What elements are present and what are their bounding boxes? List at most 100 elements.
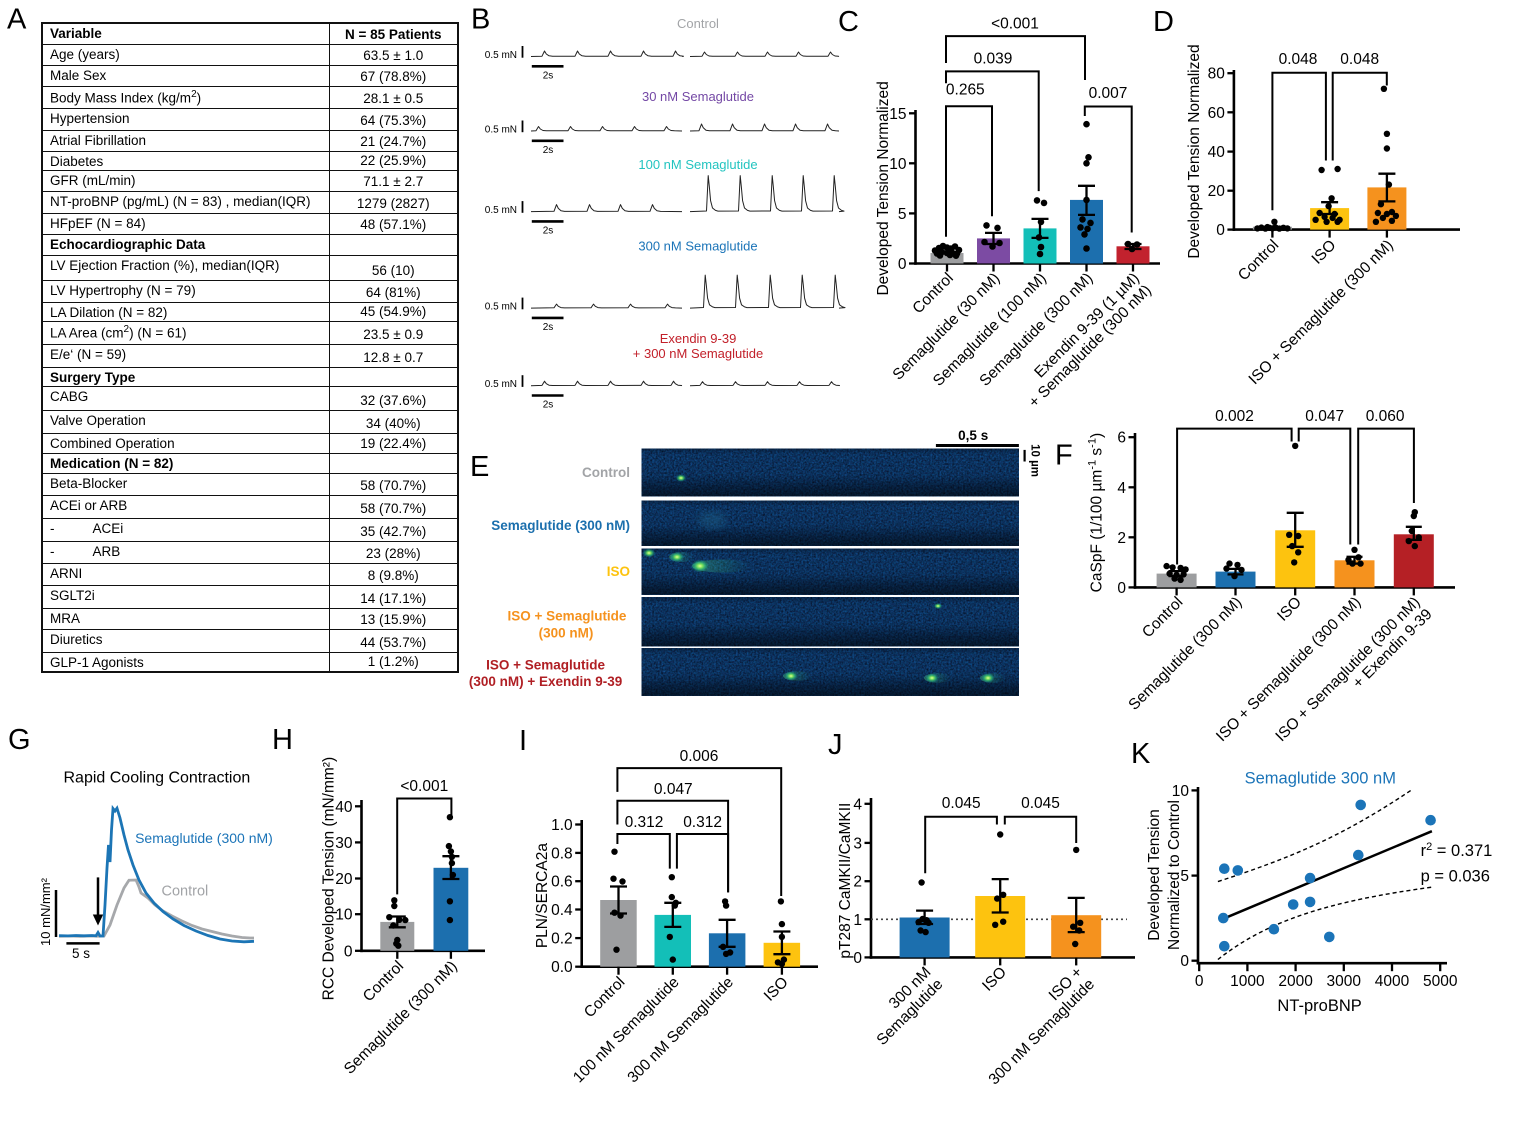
svg-text:5 s: 5 s <box>72 946 90 961</box>
svg-text:0.5 mN: 0.5 mN <box>485 302 517 313</box>
svg-text:<0.001: <0.001 <box>400 778 448 795</box>
svg-text:0.4: 0.4 <box>551 902 573 919</box>
svg-text:A: A <box>7 4 27 36</box>
svg-text:3000: 3000 <box>1327 973 1362 990</box>
svg-text:40: 40 <box>1208 144 1226 161</box>
svg-text:60: 60 <box>1208 105 1226 122</box>
svg-text:10 mN/mm²: 10 mN/mm² <box>38 877 53 946</box>
svg-text:2s: 2s <box>543 71 554 82</box>
svg-text:0: 0 <box>898 256 907 273</box>
svg-text:RCC Developed Tension (mN/mm²): RCC Developed Tension (mN/mm²) <box>321 757 338 1000</box>
svg-text:2: 2 <box>1117 530 1126 547</box>
svg-text:ISO: ISO <box>607 564 630 579</box>
svg-text:Control: Control <box>677 16 719 31</box>
svg-text:0: 0 <box>1117 580 1126 597</box>
svg-text:0.312: 0.312 <box>625 814 664 831</box>
svg-text:2s: 2s <box>543 145 554 156</box>
svg-text:6: 6 <box>1117 430 1126 447</box>
svg-text:40: 40 <box>335 799 353 816</box>
svg-text:0.006: 0.006 <box>680 748 719 765</box>
svg-text:0.039: 0.039 <box>974 51 1013 68</box>
svg-text:15: 15 <box>889 106 906 123</box>
svg-text:300 nM Semaglutide: 300 nM Semaglutide <box>624 974 737 1087</box>
svg-text:Exendin 9-39: Exendin 9-39 <box>660 331 737 346</box>
svg-text:CaSpF (1/100 µm-1 s-1): CaSpF (1/100 µm-1 s-1) <box>1087 433 1106 592</box>
svg-text:F: F <box>1055 440 1073 472</box>
svg-text:30: 30 <box>335 835 353 852</box>
svg-text:0: 0 <box>853 950 862 967</box>
svg-text:Semaglutide (300 nM): Semaglutide (300 nM) <box>135 830 273 846</box>
svg-text:80: 80 <box>1208 66 1226 83</box>
svg-text:0.5 mN: 0.5 mN <box>485 379 517 390</box>
svg-text:D: D <box>1153 6 1174 38</box>
svg-text:PLN/SERCA2a: PLN/SERCA2a <box>534 843 551 948</box>
svg-text:20: 20 <box>335 871 353 888</box>
svg-text:1: 1 <box>853 912 862 929</box>
svg-text:0.060: 0.060 <box>1366 408 1405 425</box>
svg-text:0.5 mN: 0.5 mN <box>485 50 517 61</box>
svg-text:ISO + Semaglutide: ISO + Semaglutide <box>486 657 605 672</box>
svg-text:NT-proBNP: NT-proBNP <box>1277 997 1361 1015</box>
svg-text:0.047: 0.047 <box>1305 408 1344 425</box>
svg-text:300 nM Semaglutide: 300 nM Semaglutide <box>638 239 757 254</box>
svg-text:3: 3 <box>853 835 862 852</box>
svg-text:2s: 2s <box>543 226 554 237</box>
svg-text:0: 0 <box>1195 973 1204 990</box>
svg-text:0: 0 <box>344 943 353 960</box>
svg-text:0.312: 0.312 <box>683 814 722 831</box>
svg-text:0.2: 0.2 <box>551 931 573 948</box>
svg-text:ISO: ISO <box>979 964 1010 995</box>
svg-text:5000: 5000 <box>1423 973 1458 990</box>
svg-text:J: J <box>828 729 843 761</box>
svg-text:0.048: 0.048 <box>1279 51 1318 68</box>
svg-text:Rapid Cooling Contraction: Rapid Cooling Contraction <box>64 770 251 787</box>
svg-text:r2 = 0.371: r2 = 0.371 <box>1421 841 1493 860</box>
svg-text:+ 300 nM Semaglutide: + 300 nM Semaglutide <box>633 346 763 361</box>
svg-text:0.045: 0.045 <box>942 795 981 812</box>
svg-text:10: 10 <box>889 156 907 173</box>
svg-text:0.007: 0.007 <box>1089 85 1128 102</box>
svg-text:(300 nM) + Exendin 9-39: (300 nM) + Exendin 9-39 <box>469 674 622 689</box>
svg-text:2: 2 <box>853 874 862 891</box>
svg-text:1000: 1000 <box>1230 973 1265 990</box>
svg-text:0.048: 0.048 <box>1340 51 1379 68</box>
svg-text:Control: Control <box>360 958 407 1005</box>
svg-text:30 nM Semaglutide: 30 nM Semaglutide <box>642 89 754 104</box>
svg-text:p = 0.036: p = 0.036 <box>1421 868 1490 886</box>
svg-text:Semaglutide (300 nM): Semaglutide (300 nM) <box>1125 594 1245 714</box>
svg-text:H: H <box>272 724 293 756</box>
svg-text:Control: Control <box>1139 594 1186 641</box>
svg-text:Control: Control <box>581 974 628 1021</box>
svg-text:0.5 mN: 0.5 mN <box>485 205 517 216</box>
svg-text:ISO: ISO <box>761 974 792 1005</box>
svg-text:20: 20 <box>1208 183 1226 200</box>
svg-text:K: K <box>1131 738 1151 770</box>
svg-text:10: 10 <box>1172 783 1190 800</box>
svg-text:100 nM Semaglutide: 100 nM Semaglutide <box>570 974 683 1087</box>
svg-text:E: E <box>470 451 489 483</box>
svg-text:Developed Tension Normalized: Developed Tension Normalized <box>875 81 892 295</box>
svg-text:10: 10 <box>335 907 353 924</box>
svg-text:0.002: 0.002 <box>1215 408 1254 425</box>
svg-text:Control: Control <box>1235 237 1282 284</box>
svg-text:ISO + Semaglutide (300 nM)+ Ex: ISO + Semaglutide (300 nM)+ Exendin 9-39 <box>1272 594 1435 757</box>
svg-text:0.047: 0.047 <box>654 781 693 798</box>
svg-text:Developed Tension: Developed Tension <box>1146 809 1163 941</box>
svg-text:Semaglutide 300 nM: Semaglutide 300 nM <box>1245 770 1396 788</box>
svg-text:1.0: 1.0 <box>551 817 573 834</box>
svg-text:0,5 s: 0,5 s <box>958 428 988 443</box>
svg-text:0.8: 0.8 <box>551 845 573 862</box>
svg-text:0.045: 0.045 <box>1021 795 1060 812</box>
svg-text:4: 4 <box>1117 480 1126 497</box>
svg-text:4: 4 <box>853 796 862 813</box>
svg-text:ISO: ISO <box>1309 237 1340 268</box>
svg-text:0.5 mN: 0.5 mN <box>485 125 517 136</box>
svg-text:<0.001: <0.001 <box>991 16 1039 33</box>
svg-text:2s: 2s <box>543 322 554 333</box>
svg-text:0.6: 0.6 <box>551 874 573 891</box>
svg-text:C: C <box>838 6 859 38</box>
svg-text:100 nM Semaglutide: 100 nM Semaglutide <box>638 157 757 172</box>
svg-text:0: 0 <box>1180 953 1189 970</box>
svg-text:Control: Control <box>162 884 209 900</box>
svg-text:2s: 2s <box>543 400 554 411</box>
